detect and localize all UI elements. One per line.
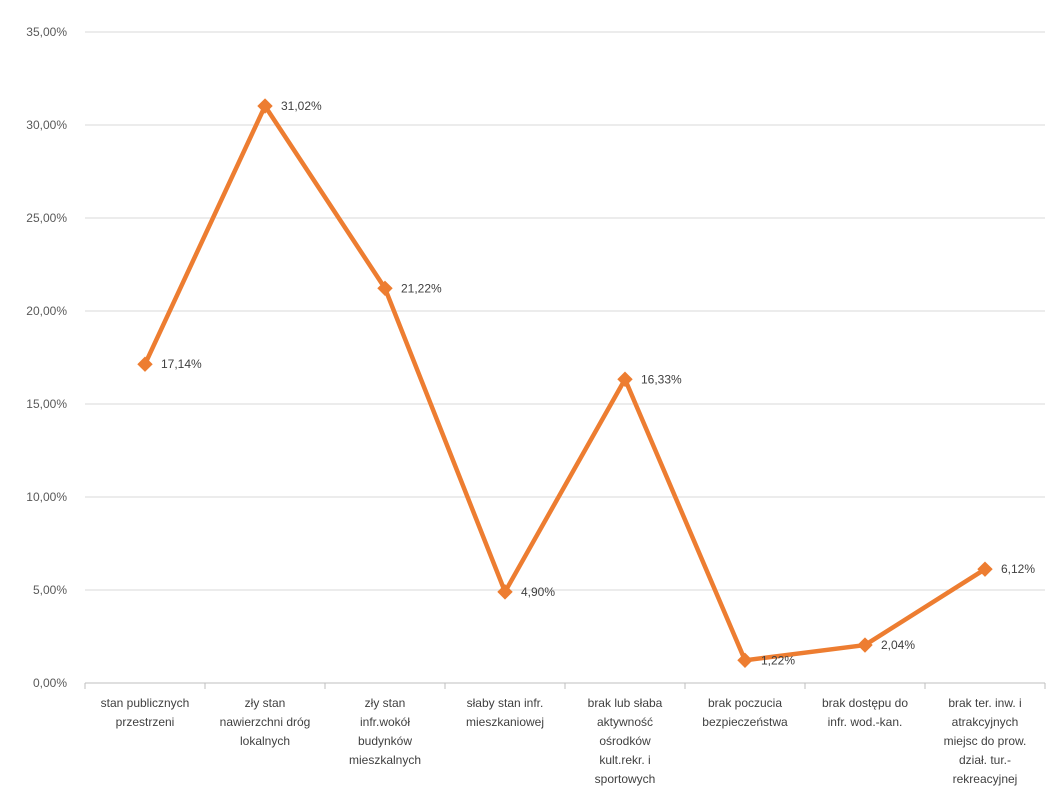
- data-point: [857, 637, 873, 653]
- x-tick-label-line: miejsc do prow.: [944, 734, 1027, 748]
- x-tick-label-line: brak poczucia: [708, 696, 782, 710]
- x-tick-label-line: zły stan: [365, 696, 406, 710]
- x-tick-label-line: bezpieczeństwa: [702, 715, 788, 729]
- series-line-path: [142, 103, 988, 663]
- data-label: 31,02%: [281, 99, 322, 113]
- y-axis-tick-labels: 0,00% 5,00% 10,00% 15,00% 20,00% 25,00% 30,00%…: [26, 25, 67, 690]
- y-tick-label: 35,00%: [26, 25, 67, 39]
- y-tick-label: 10,00%: [26, 490, 67, 504]
- y-tick-label: 20,00%: [26, 304, 67, 318]
- x-tick-label-line: atrakcyjnych: [952, 715, 1019, 729]
- series-markers: [137, 98, 993, 669]
- x-tick-label-line: infr.wokół: [360, 715, 410, 729]
- x-axis-tick-labels: stan publicznych przestrzeni zły stan nawie…: [101, 696, 1027, 786]
- x-tick-label-line: przestrzeni: [116, 715, 175, 729]
- data-labels: 17,14% 31,02% 21,22% 4,90% 16,33% 1,22% 2,04% 6…: [161, 99, 1035, 667]
- x-tick-label: brak poczucia bezpieczeństwa: [702, 696, 788, 729]
- x-tick-label-line: budynków: [358, 734, 412, 748]
- data-point: [377, 280, 393, 297]
- x-tick-label: stan publicznych przestrzeni: [101, 696, 190, 729]
- x-tick-label-line: sportowych: [595, 772, 656, 786]
- x-tick-label-line: aktywność: [597, 715, 653, 729]
- x-tick-label: słaby stan infr. mieszkaniowej: [466, 696, 544, 729]
- x-tick-label-line: lokalnych: [240, 734, 290, 748]
- data-point: [497, 584, 513, 600]
- data-label: 16,33%: [641, 372, 682, 386]
- x-tick-label-line: ośrodków: [599, 734, 651, 748]
- data-label: 6,12%: [1001, 562, 1035, 576]
- x-tick-label-line: dział. tur.-: [959, 753, 1011, 767]
- series-line: [142, 103, 988, 663]
- data-point: [137, 356, 153, 372]
- x-tick-label-line: słaby stan infr.: [467, 696, 544, 710]
- x-tick-label-line: brak dostępu do: [822, 696, 908, 710]
- x-tick-label: zły stan infr.wokół budynków mieszkalnych: [349, 696, 421, 767]
- x-tick-label-line: zły stan: [245, 696, 286, 710]
- x-tick-label-line: nawierzchni dróg: [220, 715, 311, 729]
- x-tick-label: brak ter. inw. i atrakcyjnych miejsc do pr…: [944, 696, 1027, 786]
- x-tick-label-line: rekreacyjnej: [953, 772, 1018, 786]
- x-tick-label-line: stan publicznych: [101, 696, 190, 710]
- y-tick-label: 5,00%: [33, 583, 67, 597]
- x-tick-label-line: mieszkalnych: [349, 753, 421, 767]
- y-tick-label: 15,00%: [26, 397, 67, 411]
- y-tick-label: 25,00%: [26, 211, 67, 225]
- data-label: 1,22%: [761, 653, 795, 667]
- x-tick-label: brak lub słaba aktywność ośrodków kult.rekr…: [588, 696, 663, 786]
- x-tick-label-line: mieszkaniowej: [466, 715, 544, 729]
- data-point: [257, 98, 273, 114]
- data-point: [977, 561, 993, 577]
- data-label: 21,22%: [401, 281, 442, 295]
- x-tick-label: zły stan nawierzchni dróg lokalnych: [220, 696, 311, 748]
- data-label: 4,90%: [521, 585, 555, 599]
- data-point: [737, 652, 753, 669]
- x-tick-label-line: kult.rekr. i: [599, 753, 650, 767]
- x-tick-label-line: brak lub słaba: [588, 696, 663, 710]
- y-tick-label: 0,00%: [33, 676, 67, 690]
- x-tick-label-line: infr. wod.-kan.: [828, 715, 903, 729]
- data-label: 2,04%: [881, 638, 915, 652]
- y-tick-label: 30,00%: [26, 118, 67, 132]
- x-tick-label: brak dostępu do infr. wod.-kan.: [822, 696, 908, 729]
- gridlines: [85, 31, 1045, 591]
- data-point: [617, 371, 633, 387]
- x-tick-label-line: brak ter. inw. i: [948, 696, 1021, 710]
- x-axis: [84, 682, 1046, 689]
- data-label: 17,14%: [161, 357, 202, 371]
